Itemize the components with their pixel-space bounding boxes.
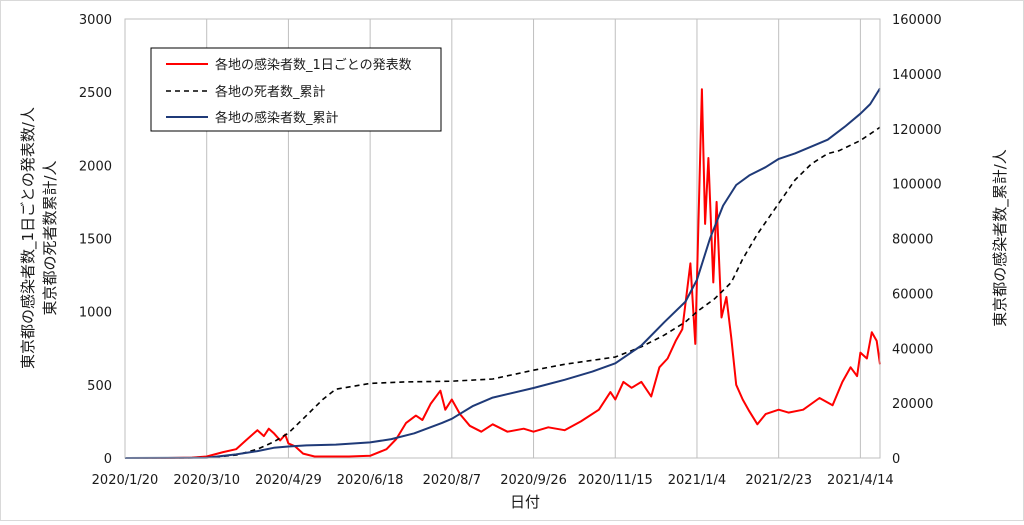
x-tick-label: 2021/1/4: [668, 473, 726, 488]
right-tick-label: 80000: [892, 233, 933, 248]
x-tick-label: 2020/6/18: [337, 473, 404, 488]
right-tick-label: 120000: [892, 123, 942, 138]
x-tick-label: 2020/9/26: [500, 473, 567, 488]
left-tick-label: 2000: [79, 159, 112, 174]
x-tick-label: 2021/4/14: [827, 473, 894, 488]
x-tick-label: 2020/8/7: [423, 473, 481, 488]
x-axis-ticks: 2020/1/20 2020/3/10 2020/4/29 2020/6/18 2020…: [92, 473, 894, 488]
right-tick-label: 0: [892, 452, 900, 467]
right-axis-title: 東京都の感染者数_累計/人: [991, 149, 1010, 327]
left-axis-title-1: 東京都の感染者数_1日ごとの発表数/人: [19, 107, 38, 369]
x-tick-label: 2020/3/10: [173, 473, 240, 488]
left-axis-title-2: 東京都の死者数累計/人: [41, 160, 59, 315]
right-tick-label: 160000: [892, 13, 942, 28]
right-tick-label: 100000: [892, 178, 942, 193]
x-tick-label: 2020/11/15: [578, 473, 653, 488]
right-tick-label: 40000: [892, 342, 933, 357]
legend-label-daily: 各地の感染者数_1日ごとの発表数: [215, 57, 412, 73]
left-tick-label: 0: [104, 452, 112, 467]
x-tick-label: 2020/4/29: [255, 473, 322, 488]
right-tick-label: 60000: [892, 287, 933, 302]
left-tick-label: 2500: [79, 86, 112, 101]
left-tick-label: 1500: [79, 233, 112, 248]
left-tick-label: 500: [87, 379, 112, 394]
x-tick-label: 2021/2/23: [745, 473, 812, 488]
x-axis-title: 日付: [510, 493, 540, 511]
daily-cases-line: [125, 88, 881, 459]
legend: 各地の感染者数_1日ごとの発表数 各地の死者数_累計 各地の感染者数_累計: [150, 47, 442, 132]
right-axis-ticks: 0 20000 40000 60000 80000 100000 120000 140000 1…: [892, 13, 942, 467]
series-lines: [124, 87, 881, 459]
x-tick-label: 2020/1/20: [92, 473, 159, 488]
plot-area-border: [124, 18, 881, 459]
right-tick-label: 20000: [892, 397, 933, 412]
left-tick-label: 3000: [79, 13, 112, 28]
left-axis-ticks: 0 500 1000 1500 2000 2500 3000: [79, 13, 112, 467]
right-tick-label: 140000: [892, 68, 942, 83]
cumulative-cases-line: [124, 87, 881, 459]
cumulative-deaths-line: [124, 126, 881, 459]
legend-label-deaths: 各地の死者数_累計: [215, 84, 326, 100]
legend-label-cumulative: 各地の感染者数_累計: [215, 110, 339, 126]
left-tick-label: 1000: [79, 306, 112, 321]
